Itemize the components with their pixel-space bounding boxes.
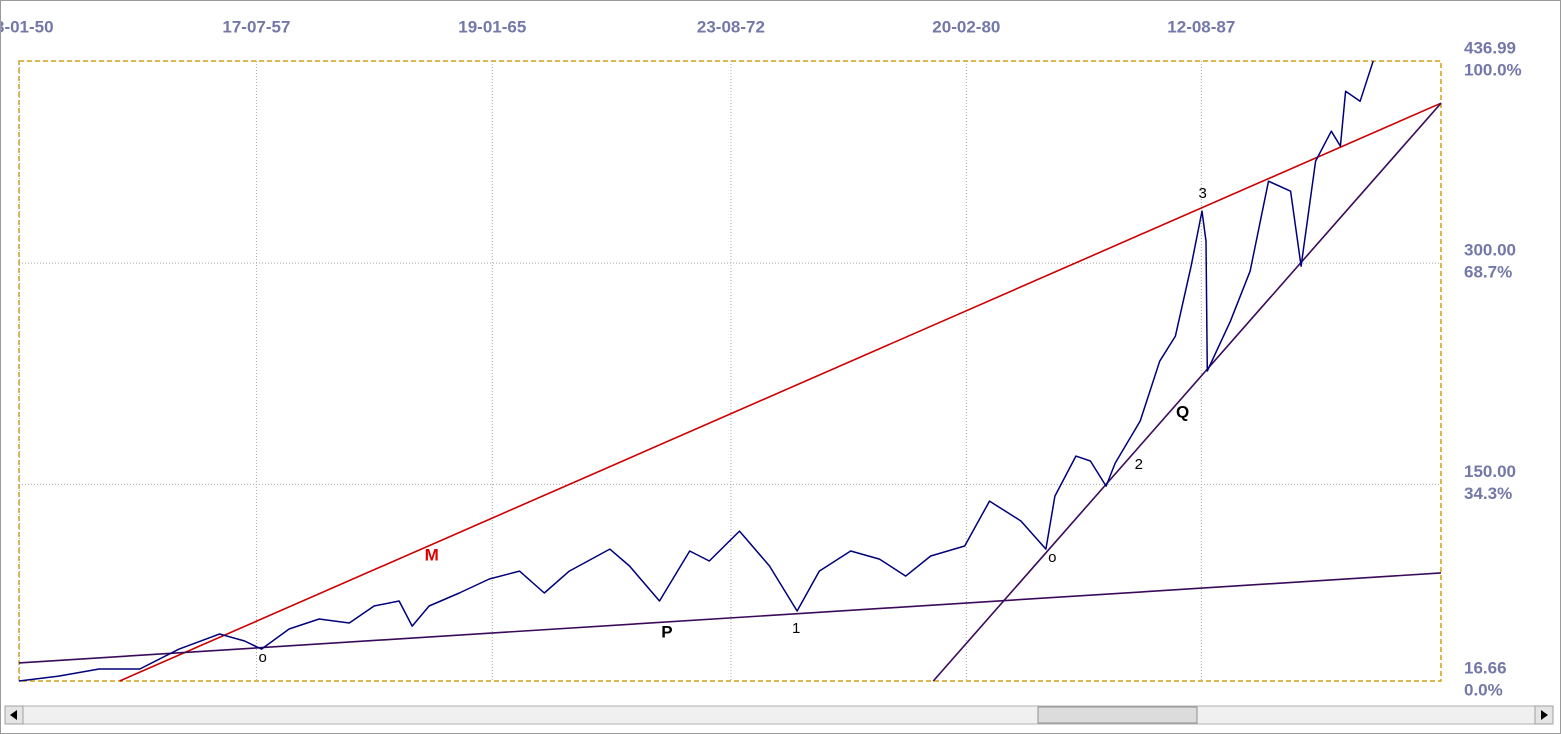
x-tick-label: 20-02-80	[932, 17, 1000, 36]
x-tick-label: 12-08-87	[1167, 17, 1235, 36]
scroll-thumb[interactable]	[1037, 706, 1198, 724]
x-tick-label: 03-01-50	[1, 17, 54, 36]
y-tick-percent: 34.3%	[1464, 484, 1512, 503]
trend-line	[932, 102, 1442, 682]
wave-label: 3	[1199, 185, 1207, 202]
price-line	[18, 60, 1374, 682]
wave-label: 1	[792, 620, 800, 637]
y-tick-label: 150.00	[1464, 462, 1516, 481]
trend-line	[18, 572, 1442, 664]
y-tick-percent: 0.0%	[1464, 680, 1503, 699]
scroll-track[interactable]	[4, 705, 1554, 725]
x-tick-label: 19-01-65	[458, 17, 526, 36]
y-tick-label: 436.99	[1464, 38, 1516, 57]
trend-label: M	[425, 545, 439, 564]
x-tick-label: 23-08-72	[697, 17, 765, 36]
wave-label: o	[258, 649, 266, 666]
plot-border	[18, 60, 1442, 682]
left-arrow	[10, 710, 17, 720]
scrollbar[interactable]	[4, 705, 1554, 725]
y-tick-percent: 68.7%	[1464, 263, 1512, 282]
y-tick-percent: 100.0%	[1464, 60, 1522, 79]
trend-line	[119, 102, 1442, 682]
x-tick-label: 17-07-57	[222, 17, 290, 36]
wave-label: 2	[1135, 456, 1143, 473]
wave-label: o	[1048, 549, 1056, 566]
trend-label: P	[661, 622, 672, 641]
right-arrow	[1541, 710, 1548, 720]
trend-label: Q	[1176, 403, 1189, 422]
y-tick-label: 16.66	[1464, 658, 1507, 677]
y-tick-label: 300.00	[1464, 241, 1516, 260]
